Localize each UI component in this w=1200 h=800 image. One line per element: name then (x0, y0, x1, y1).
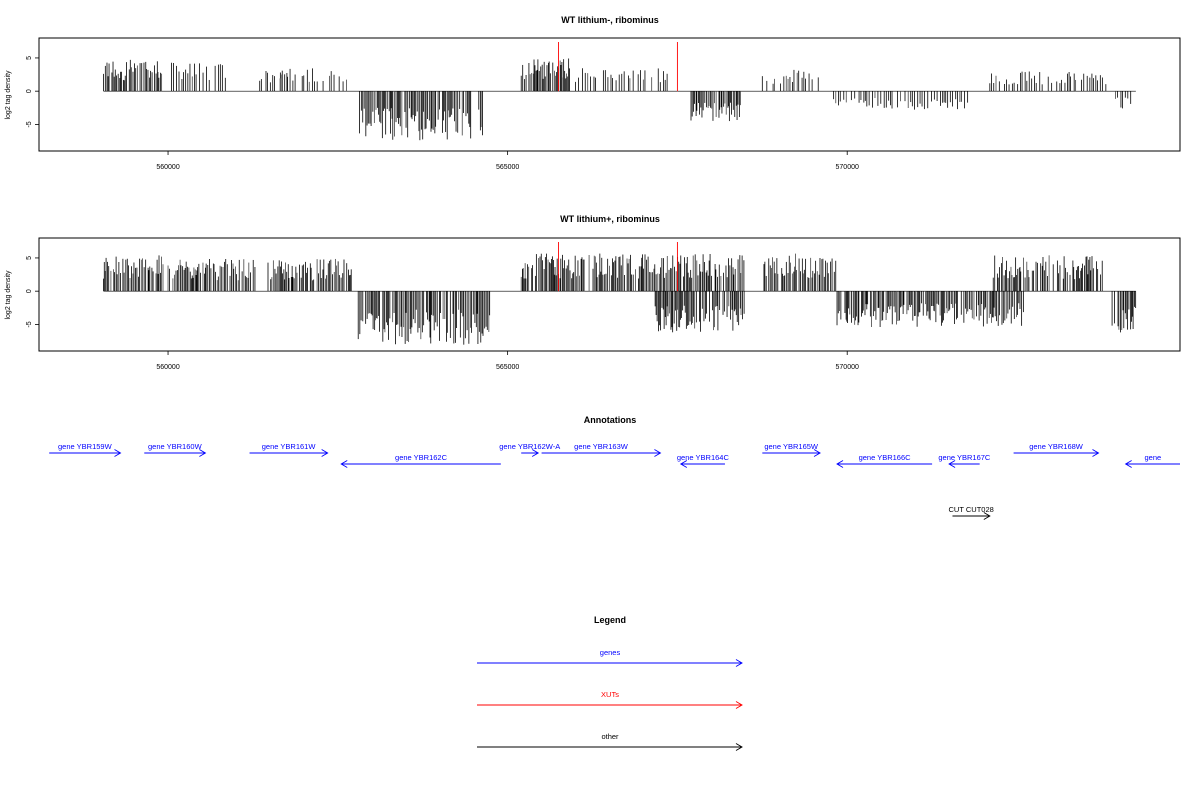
feature-label: gene (1144, 453, 1161, 462)
annotations-track: Annotations gene YBR159W gene YBR160W gene… (49, 415, 1180, 520)
arrow-head (735, 743, 743, 751)
arrow-head (813, 449, 821, 457)
annotation-feature: gene YBR165W (762, 442, 821, 457)
x-tick-label: 570000 (836, 164, 859, 171)
feature-label: gene YBR163W (574, 442, 629, 451)
arrow-head (321, 449, 329, 457)
bars-layer (103, 41, 1136, 141)
y-axis-label: log2 tag density (5, 70, 12, 120)
y-axis: -5 0 5 (26, 256, 39, 328)
arrow-head (735, 659, 743, 667)
feature-label: gene YBR160W (148, 442, 203, 451)
arrow-head (340, 460, 348, 468)
annotation-feature: gene YBR162C (340, 453, 501, 468)
x-tick-label: 565000 (496, 164, 519, 171)
plot-frame (38, 37, 1181, 152)
track-lithium-plus: WT lithium+, ribominus log2 tag density … (5, 214, 1181, 371)
x-axis: 560000 565000 570000 (156, 351, 859, 371)
y-tick-label: -5 (26, 321, 33, 327)
annotation-feature: gene YBR162W-A (499, 442, 560, 457)
arrow-head (114, 449, 122, 457)
legend-label: XUTs (601, 690, 619, 699)
arrow-head (679, 460, 688, 468)
arrow-head (531, 449, 540, 457)
legend-item: other (477, 732, 743, 751)
annotations-title: Annotations (584, 415, 637, 425)
x-tick-label: 560000 (156, 164, 179, 171)
y-tick-label: 0 (26, 289, 33, 293)
arrow-head (948, 460, 956, 468)
arrow-head (836, 460, 844, 468)
feature-label: gene YBR162C (395, 453, 448, 462)
feature-label: gene YBR167C (938, 453, 991, 462)
arrow-head (1124, 460, 1132, 468)
feature-label: gene YBR168W (1029, 442, 1084, 451)
feature-label: gene YBR159W (58, 442, 113, 451)
legend-label: other (601, 732, 619, 741)
arrow-head (983, 512, 991, 520)
legend: Legend genes XUTs other (477, 615, 743, 751)
plot-frame (38, 237, 1181, 352)
annotation-feature: gene (1124, 453, 1180, 468)
annotation-feature: gene YBR160W (144, 442, 207, 457)
track-lithium-minus: WT lithium-, ribominus log2 tag density … (5, 15, 1181, 171)
legend-item: genes (477, 648, 743, 667)
feature-label: CUT CUT028 (949, 505, 994, 514)
x-tick-label: 570000 (836, 364, 859, 371)
legend-item: XUTs (477, 690, 743, 709)
annotation-feature: CUT CUT028 (949, 505, 994, 520)
annotation-feature: gene YBR167C (938, 453, 991, 468)
x-tick-label: 565000 (496, 364, 519, 371)
legend-title: Legend (594, 615, 626, 625)
panel-title: WT lithium-, ribominus (561, 15, 659, 25)
annotation-feature: gene YBR159W (49, 442, 122, 457)
panel-title: WT lithium+, ribominus (560, 214, 660, 224)
y-axis: -5 0 5 (26, 56, 39, 128)
x-axis: 560000 565000 570000 (156, 151, 859, 171)
annotation-feature: gene YBR163W (541, 442, 662, 457)
arrow-head (654, 449, 662, 457)
annotation-feature: gene YBR166C (836, 453, 933, 468)
legend-label: genes (600, 648, 621, 657)
arrow-head (1092, 449, 1100, 457)
feature-label: gene YBR162W-A (499, 442, 560, 451)
feature-label: gene YBR165W (764, 442, 819, 451)
annotation-feature: gene YBR168W (1013, 442, 1100, 457)
y-tick-label: 5 (26, 256, 33, 260)
y-axis-label: log2 tag density (5, 270, 12, 320)
feature-label: gene YBR166C (859, 453, 912, 462)
annotation-feature: gene YBR161W (249, 442, 329, 457)
y-tick-label: 5 (26, 56, 33, 60)
bars-layer (103, 241, 1137, 345)
y-tick-label: -5 (26, 121, 33, 127)
x-tick-label: 560000 (156, 364, 179, 371)
arrow-head (735, 701, 743, 709)
feature-label: gene YBR161W (262, 442, 317, 451)
feature-label: gene YBR164C (677, 453, 730, 462)
y-tick-label: 0 (26, 89, 33, 93)
annotation-feature: gene YBR164C (677, 453, 730, 468)
arrow-head (199, 449, 207, 457)
